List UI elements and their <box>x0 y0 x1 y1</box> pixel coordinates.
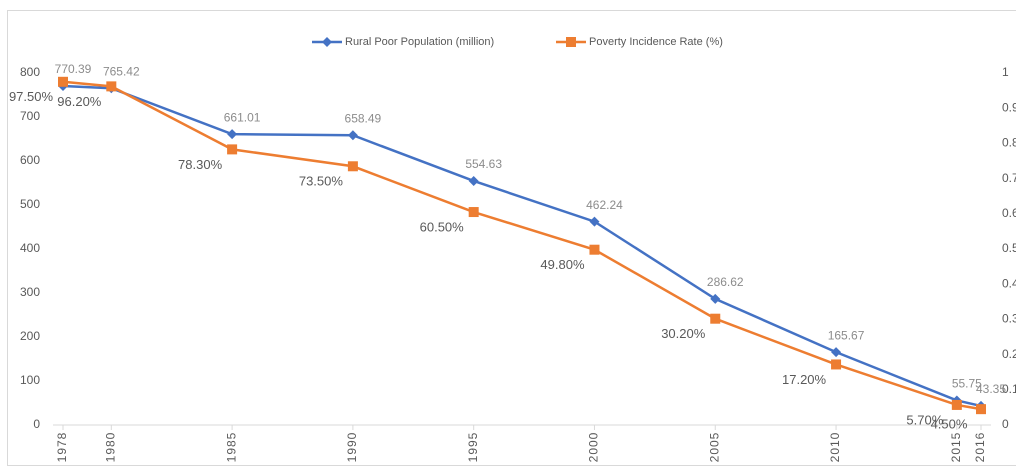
point <box>227 144 238 155</box>
y2-tick-label: 0.4 <box>1002 276 1016 290</box>
data-label: 286.62 <box>707 275 744 289</box>
point <box>468 207 479 218</box>
point <box>951 399 962 410</box>
chart-frame <box>7 10 1016 466</box>
point <box>106 81 117 92</box>
y2-tick-label: 0.1 <box>1002 382 1016 396</box>
data-label: 661.01 <box>224 110 261 124</box>
data-label: 43.35 <box>976 382 1006 396</box>
y2-tick-label: 0.3 <box>1002 312 1016 326</box>
legend-label: Poverty Incidence Rate (%) <box>589 36 723 48</box>
data-label: 55.75 <box>952 377 982 391</box>
y2-tick-label: 0 <box>1002 417 1009 431</box>
point <box>589 216 600 227</box>
data-label: 4.50% <box>931 417 968 432</box>
y-tick-label: 800 <box>20 65 40 79</box>
data-label: 30.20% <box>661 326 706 341</box>
y2-tick-label: 0.6 <box>1002 206 1016 220</box>
point <box>322 37 332 47</box>
data-label: 658.49 <box>345 111 382 125</box>
series-line <box>62 80 982 411</box>
y2-tick-label: 0.2 <box>1002 347 1016 361</box>
data-label: 462.24 <box>586 198 623 212</box>
x-tick-label: 2000 <box>587 432 601 463</box>
data-label: 554.63 <box>465 157 502 171</box>
point <box>227 129 238 140</box>
data-label: 97.50% <box>9 89 54 104</box>
data-label: 73.50% <box>299 174 344 189</box>
data-label: 5.70% <box>906 412 943 427</box>
x-tick-label: 1978 <box>55 432 69 463</box>
y2-tick-label: 0.7 <box>1002 171 1016 185</box>
y2-tick-label: 0.5 <box>1002 241 1016 255</box>
data-label: 770.39 <box>55 62 92 76</box>
point <box>589 244 600 255</box>
x-tick-label: 1995 <box>466 432 480 463</box>
data-label: 96.20% <box>57 94 102 109</box>
y-tick-label: 500 <box>20 197 40 211</box>
point <box>831 359 842 370</box>
y2-tick-label: 1 <box>1002 65 1009 79</box>
x-tick-label: 2010 <box>828 432 842 463</box>
x-tick-label: 1990 <box>345 432 359 463</box>
data-label: 765.42 <box>103 64 140 78</box>
point <box>976 404 986 415</box>
y-tick-label: 300 <box>20 285 40 299</box>
series-line <box>62 84 982 408</box>
y-tick-label: 400 <box>20 241 40 255</box>
point <box>710 293 721 304</box>
point <box>566 37 576 47</box>
data-label: 17.20% <box>782 372 827 387</box>
y2-tick-label: 0.9 <box>1002 100 1016 114</box>
y-tick-label: 200 <box>20 329 40 343</box>
y-tick-label: 100 <box>20 373 40 387</box>
y-tick-label: 0 <box>33 417 40 431</box>
y-tick-label: 700 <box>20 109 40 123</box>
data-label: 60.50% <box>420 219 465 234</box>
y-tick-label: 600 <box>20 153 40 167</box>
point <box>58 76 68 87</box>
point <box>468 175 479 186</box>
point <box>347 130 358 141</box>
data-label: 49.80% <box>540 257 585 272</box>
data-label: 78.30% <box>178 157 223 172</box>
point <box>710 313 721 324</box>
x-tick-label: 1980 <box>103 432 117 463</box>
x-tick-label: 2015 <box>949 432 963 463</box>
point <box>347 161 358 172</box>
x-tick-label: 2005 <box>707 432 721 463</box>
data-label: 165.67 <box>828 328 865 342</box>
legend-label: Rural Poor Population (million) <box>345 36 494 48</box>
point <box>831 347 842 358</box>
x-tick-label: 1985 <box>224 432 238 463</box>
y2-tick-label: 0.8 <box>1002 136 1016 150</box>
x-tick-label: 2016 <box>973 432 987 463</box>
